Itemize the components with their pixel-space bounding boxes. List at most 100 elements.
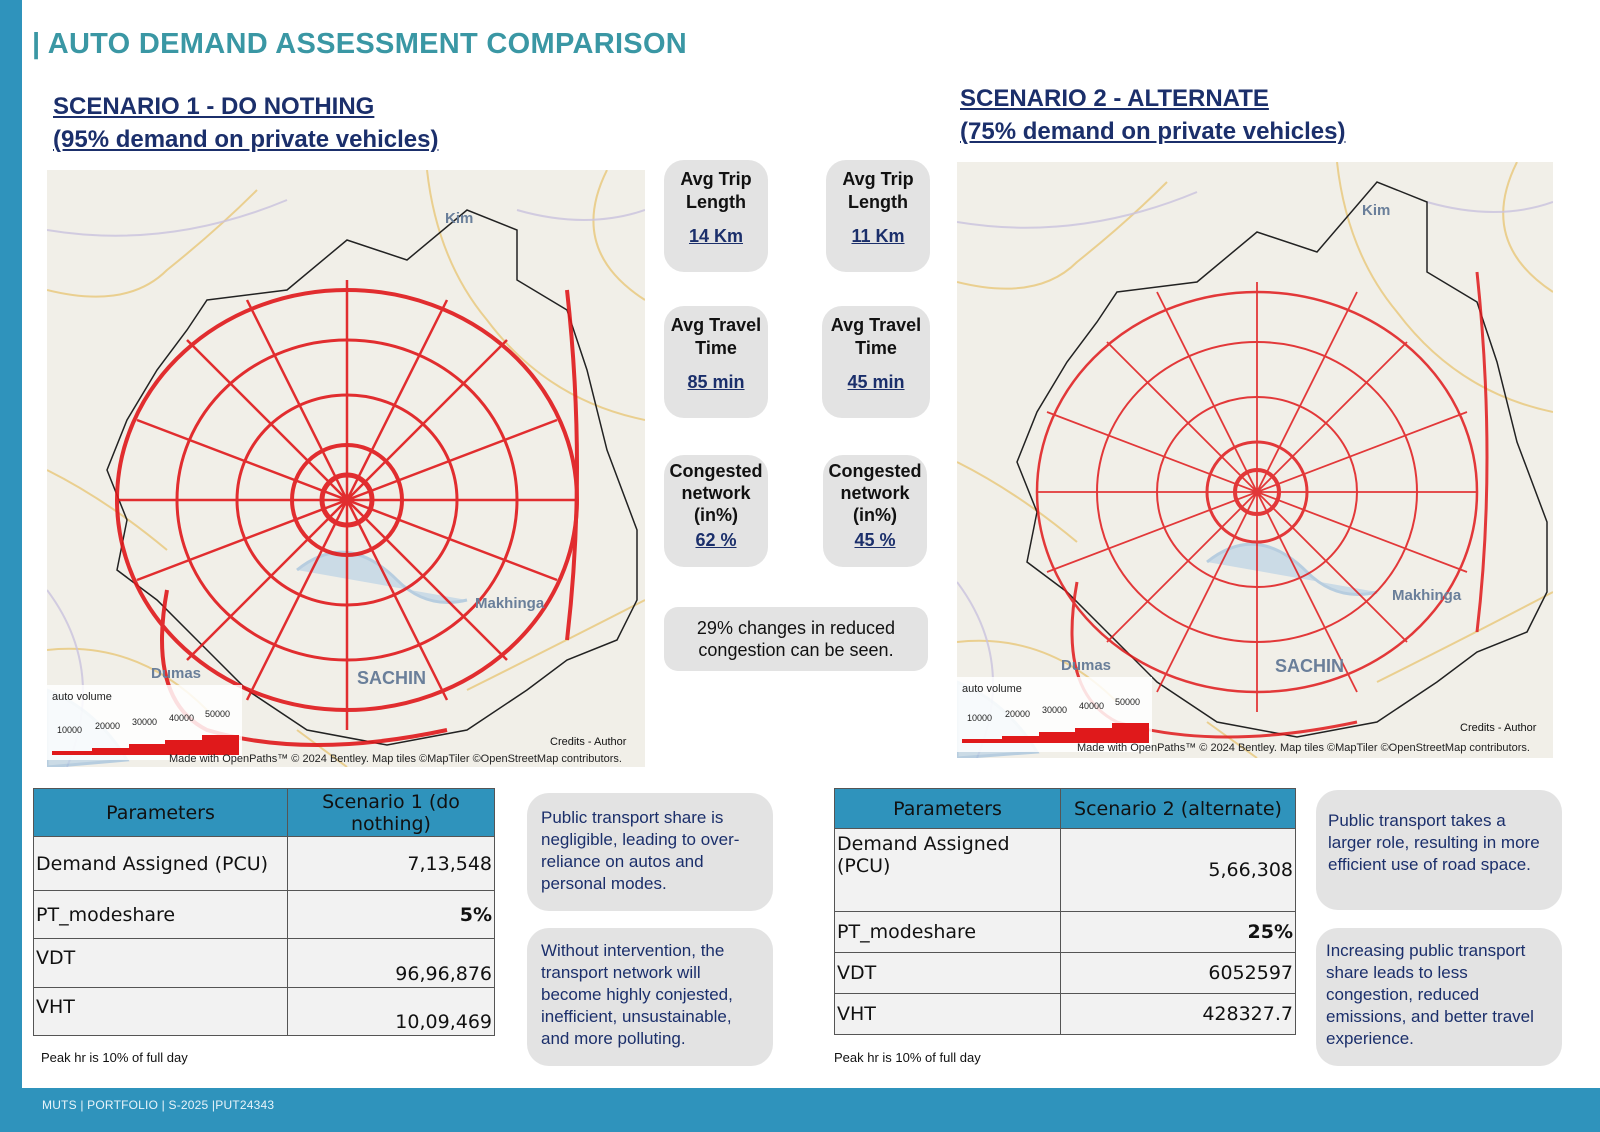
insight-bubble: Increasing public transport share leads … xyxy=(1316,928,1562,1066)
place-label: SACHIN xyxy=(1275,656,1345,676)
metric-value: 62 % xyxy=(695,530,737,550)
comparison-note-text: 29% changes in reduced congestion can be… xyxy=(696,618,896,660)
scenario2-map-graphic xyxy=(957,162,1553,758)
table-row: VHT 10,09,469 xyxy=(33,987,495,1036)
table-header-row: Parameters Scenario 2 (alternate) xyxy=(834,788,1296,829)
map-attribution: Made with OpenPaths™ © 2024 Bentley. Map… xyxy=(169,753,622,765)
table-row: Demand Assigned (PCU) 7,13,548 xyxy=(33,836,495,891)
legend-tick: 10000 xyxy=(967,713,993,723)
scenario1-heading: SCENARIO 1 - DO NOTHING (95% demand on p… xyxy=(53,90,438,156)
table-row: Demand Assigned (PCU) 5,66,308 xyxy=(834,828,1296,912)
metric-value: 85 min xyxy=(687,372,745,392)
legend-title: auto volume xyxy=(962,683,1022,695)
param-value: 10,09,469 xyxy=(287,987,495,1036)
legend-tick: 30000 xyxy=(132,717,158,727)
metric-card-congestion-s1: Congested network (in%) 62 % xyxy=(664,455,768,567)
legend-tick: 20000 xyxy=(1005,709,1031,719)
metric-card-travel-time-s1: Avg Travel Time 85 min xyxy=(664,306,768,418)
place-label: Dumas xyxy=(1061,657,1112,674)
map-credit: Credits - Author xyxy=(1460,722,1537,734)
metric-label: Avg Travel Time xyxy=(830,315,922,358)
scenario2-network-map: Kim Makhinga Dumas SACHIN auto volume 10… xyxy=(957,162,1553,758)
legend-tick: 30000 xyxy=(1042,705,1068,715)
legend-tick: 40000 xyxy=(1079,701,1105,711)
table-header: Scenario 1 (do nothing) xyxy=(287,788,495,837)
param-name: VDT xyxy=(33,938,288,988)
table-header: Parameters xyxy=(834,788,1061,829)
left-accent-bar xyxy=(0,0,22,1132)
legend-scale xyxy=(52,735,239,755)
scenario1-map-graphic xyxy=(47,170,645,767)
param-value: 5% xyxy=(287,890,495,939)
scenario1-heading-line1: SCENARIO 1 - DO NOTHING xyxy=(53,93,375,120)
param-name: VHT xyxy=(33,987,288,1036)
map-credit: Credits - Author xyxy=(550,736,627,748)
table-header: Scenario 2 (alternate) xyxy=(1060,788,1296,829)
table-header: Parameters xyxy=(33,788,288,837)
legend-tick: 50000 xyxy=(1115,697,1141,707)
scenario2-heading-line1: SCENARIO 2 - ALTERNATE xyxy=(960,85,1269,112)
param-value: 6052597 xyxy=(1060,952,1296,994)
table-footnote: Peak hr is 10% of full day xyxy=(41,1050,188,1065)
metric-card-trip-length-s2: Avg Trip Length 11 Km xyxy=(826,160,930,272)
metric-value: 45 % xyxy=(854,530,896,550)
param-name: PT_modeshare xyxy=(834,911,1061,953)
place-label: Kim xyxy=(445,210,474,227)
metric-value: 11 Km xyxy=(851,226,905,246)
metric-label: Avg Travel Time xyxy=(670,315,762,358)
legend-tick: 40000 xyxy=(169,713,195,723)
metric-value: 45 min xyxy=(847,372,905,392)
page-footer: MUTS | PORTFOLIO | S-2025 |PUT24343 xyxy=(0,1088,1600,1132)
metric-label: Avg Trip Length xyxy=(842,169,914,212)
param-name: VDT xyxy=(834,952,1061,994)
param-value: 96,96,876 xyxy=(287,938,495,988)
map-legend: auto volume 10000 20000 30000 40000 5000… xyxy=(957,677,1152,752)
metric-label: Congested network (in%) xyxy=(669,461,763,525)
insight-bubble: Without intervention, the transport netw… xyxy=(527,928,773,1066)
param-value: 7,13,548 xyxy=(287,836,495,891)
param-name: VHT xyxy=(834,993,1061,1035)
metric-label: Avg Trip Length xyxy=(680,169,752,212)
metric-label: Congested network (in%) xyxy=(828,461,922,525)
table-row: PT_modeshare 5% xyxy=(33,890,495,939)
param-name: Demand Assigned (PCU) xyxy=(834,828,1061,912)
table-row: VDT 6052597 xyxy=(834,952,1296,994)
scenario2-heading: SCENARIO 2 - ALTERNATE (75% demand on pr… xyxy=(960,82,1345,148)
scenario1-heading-line2: (95% demand on private vehicles) xyxy=(53,126,439,153)
metric-card-congestion-s2: Congested network (in%) 45 % xyxy=(823,455,927,567)
page-title: | AUTO DEMAND ASSESSMENT COMPARISON xyxy=(32,28,688,60)
legend-scale xyxy=(962,723,1149,743)
table-row: PT_modeshare 25% xyxy=(834,911,1296,953)
scenario2-heading-line2: (75% demand on private vehicles) xyxy=(960,118,1346,145)
place-label: Dumas xyxy=(151,665,202,682)
param-name: PT_modeshare xyxy=(33,890,288,939)
footer-text: MUTS | PORTFOLIO | S-2025 |PUT24343 xyxy=(42,1098,275,1112)
place-label: Kim xyxy=(1362,202,1391,219)
legend-title: auto volume xyxy=(52,691,112,703)
param-value: 428327.7 xyxy=(1060,993,1296,1035)
map-legend: auto volume 10000 20000 30000 40000 5000… xyxy=(47,685,242,760)
insight-bubble: Public transport share is negligible, le… xyxy=(527,793,773,911)
insight-bubble: Public transport takes a larger role, re… xyxy=(1316,790,1562,910)
place-label: Makhinga xyxy=(1392,587,1462,604)
table-footnote: Peak hr is 10% of full day xyxy=(834,1050,981,1065)
legend-tick: 10000 xyxy=(57,725,83,735)
scenario1-parameters-table: Parameters Scenario 1 (do nothing) Deman… xyxy=(33,788,495,1036)
scenario2-parameters-table: Parameters Scenario 2 (alternate) Demand… xyxy=(834,788,1296,1035)
comparison-note: 29% changes in reduced congestion can be… xyxy=(664,607,928,671)
param-value: 5,66,308 xyxy=(1060,828,1296,912)
table-row: VHT 428327.7 xyxy=(834,993,1296,1035)
metric-value: 14 Km xyxy=(688,226,744,246)
param-value: 25% xyxy=(1060,911,1296,953)
place-label: SACHIN xyxy=(357,668,427,688)
metric-card-travel-time-s2: Avg Travel Time 45 min xyxy=(822,306,930,418)
metric-card-trip-length-s1: Avg Trip Length 14 Km xyxy=(664,160,768,272)
legend-tick: 20000 xyxy=(95,721,121,731)
table-row: VDT 96,96,876 xyxy=(33,938,495,988)
scenario1-network-map: Kim Makhinga Dumas SACHIN auto volume 10… xyxy=(47,170,645,767)
place-label: Makhinga xyxy=(475,595,545,612)
table-header-row: Parameters Scenario 1 (do nothing) xyxy=(33,788,495,837)
map-attribution: Made with OpenPaths™ © 2024 Bentley. Map… xyxy=(1077,742,1530,754)
legend-tick: 50000 xyxy=(205,709,231,719)
param-name: Demand Assigned (PCU) xyxy=(33,836,288,891)
